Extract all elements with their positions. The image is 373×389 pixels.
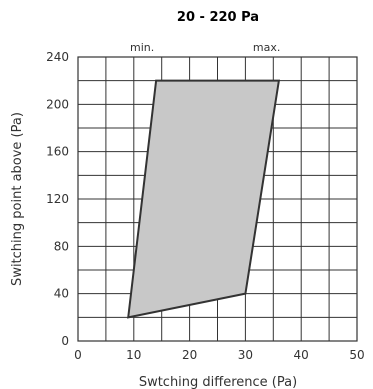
- x-tick-label: 50: [349, 348, 364, 362]
- y-tick-label: 200: [46, 97, 69, 111]
- x-axis-label: Swtching difference (Pa): [139, 375, 297, 389]
- y-tick-label: 0: [61, 334, 69, 348]
- operating-range-polygon: [127, 79, 281, 319]
- annotation-min: min.: [130, 41, 154, 54]
- annotation-max: max.: [253, 41, 280, 54]
- y-axis-label: Switching point above (Pa): [10, 112, 25, 286]
- chart-title: 20 - 220 Pa: [177, 10, 259, 25]
- x-tick-label: 20: [182, 348, 197, 362]
- x-tick-label: 10: [126, 348, 141, 362]
- x-tick-label: 30: [238, 348, 253, 362]
- y-tick-label: 240: [46, 50, 69, 64]
- y-tick-label: 80: [54, 239, 69, 253]
- x-tick-label: 0: [74, 348, 82, 362]
- plot-frame: [77, 56, 358, 342]
- plot-area: [127, 79, 281, 319]
- y-tick-label: 120: [46, 192, 69, 206]
- plot-border: [77, 56, 358, 342]
- y-tick-label: 160: [46, 145, 69, 159]
- annotations: min. max.: [130, 41, 280, 54]
- x-tick-label: 40: [294, 348, 309, 362]
- y-tick-label: 40: [54, 287, 69, 301]
- tick-labels: 0 10 20 30 40 50 0 40 80 120 160 200 240: [46, 50, 365, 362]
